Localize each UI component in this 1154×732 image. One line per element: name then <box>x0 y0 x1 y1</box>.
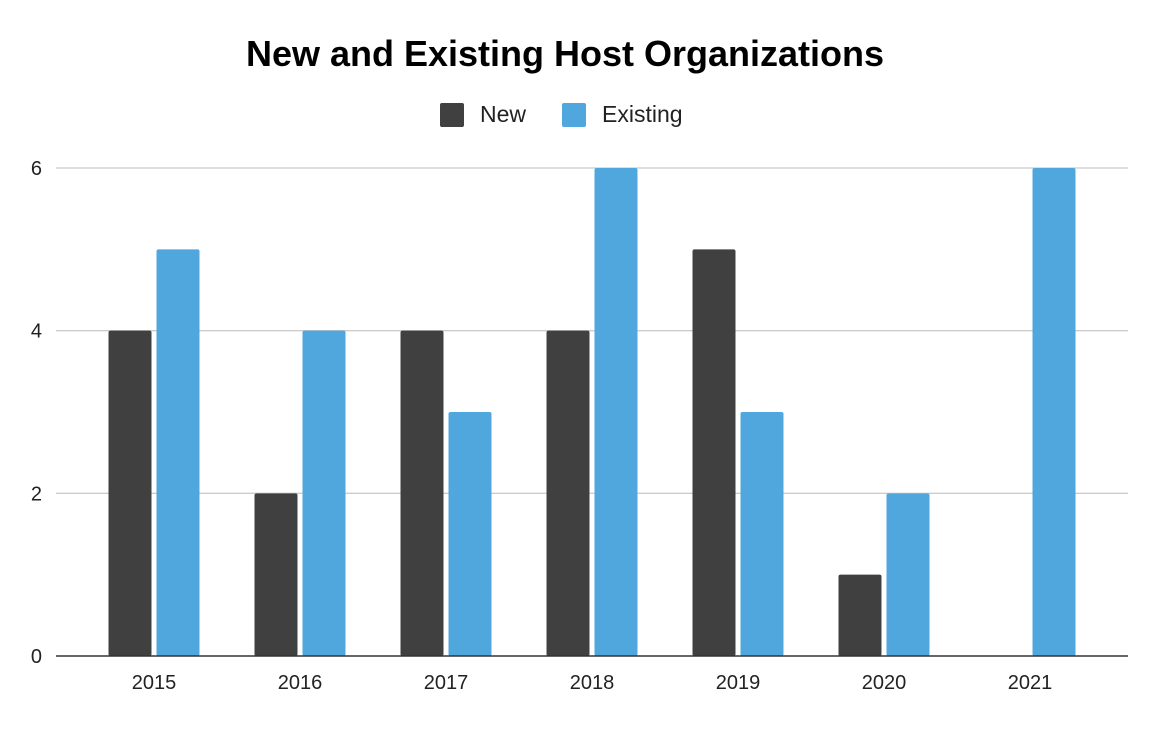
legend-label-existing: Existing <box>602 101 683 127</box>
legend-label-new: New <box>480 101 526 127</box>
bar-existing-2015[interactable] <box>156 249 200 657</box>
gridlines <box>56 167 1128 494</box>
x-tick-label: 2015 <box>132 672 177 694</box>
bar-new-2017[interactable] <box>400 330 444 656</box>
bars <box>108 168 1076 657</box>
bar-new-2018[interactable] <box>546 330 590 656</box>
y-tick-label: 2 <box>31 483 42 505</box>
x-tick-label: 2017 <box>424 672 469 694</box>
legend-item-new[interactable]: New <box>440 101 526 127</box>
bar-new-2020[interactable] <box>838 574 882 656</box>
bar-new-2016[interactable] <box>254 493 298 656</box>
x-tick-label: 2019 <box>716 672 761 694</box>
bar-new-2019[interactable] <box>692 249 736 657</box>
chart-title: New and Existing Host Organizations <box>246 33 884 74</box>
bar-existing-2021[interactable] <box>1032 168 1076 656</box>
x-tick-label: 2016 <box>278 672 323 694</box>
legend-swatch-new <box>440 103 464 127</box>
x-tick-label: 2020 <box>862 672 907 694</box>
y-tick-label: 0 <box>31 646 42 668</box>
bar-existing-2020[interactable] <box>886 493 930 656</box>
legend: New Existing <box>440 101 683 127</box>
y-axis-ticks: 0 2 4 6 <box>31 158 42 668</box>
bar-existing-2017[interactable] <box>448 412 492 656</box>
legend-swatch-existing <box>562 103 586 127</box>
bar-existing-2016[interactable] <box>302 330 346 656</box>
y-tick-label: 6 <box>31 158 42 180</box>
bar-new-2015[interactable] <box>108 330 152 656</box>
bar-existing-2018[interactable] <box>594 168 638 656</box>
x-axis-ticks: 2015 2016 2017 2018 2019 2020 2021 <box>132 672 1053 694</box>
x-tick-label: 2021 <box>1008 672 1053 694</box>
y-tick-label: 4 <box>31 321 42 343</box>
x-tick-label: 2018 <box>570 672 615 694</box>
bar-existing-2019[interactable] <box>740 412 784 656</box>
legend-item-existing[interactable]: Existing <box>562 101 683 127</box>
